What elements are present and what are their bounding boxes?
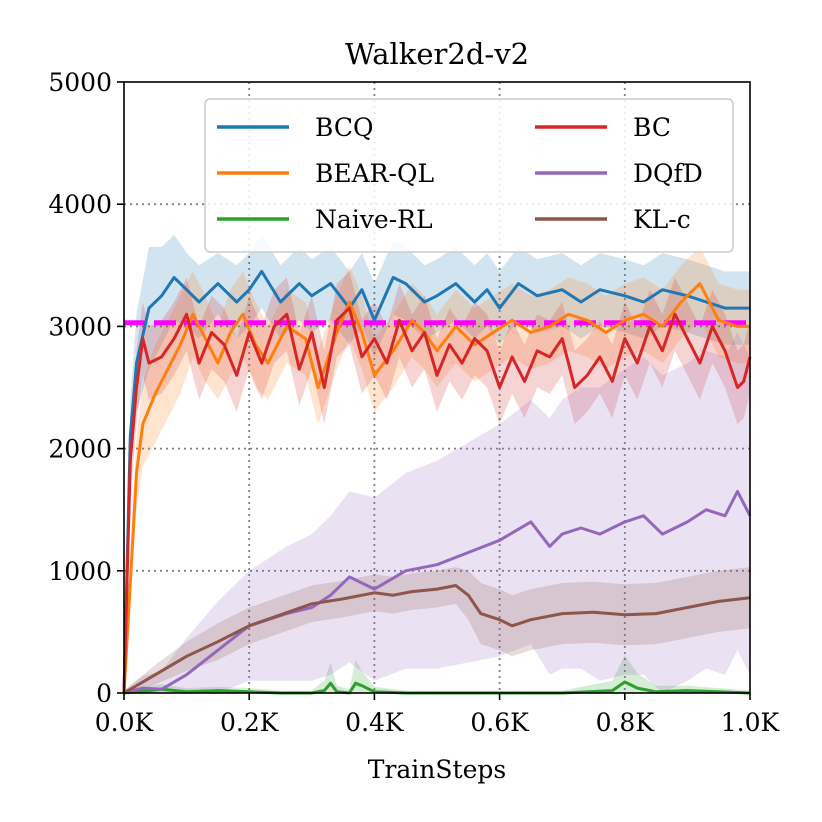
x-tick-label-1: 0.2K bbox=[220, 708, 280, 737]
x-axis-title: TrainSteps bbox=[368, 755, 506, 784]
x-tick-label-2: 0.4K bbox=[345, 708, 405, 737]
band-kl-c bbox=[124, 567, 750, 693]
y-tick-label-4: 4000 bbox=[48, 190, 112, 219]
legend-label-bear-ql: BEAR-QL bbox=[315, 159, 434, 188]
legend-label-dqfd: DQfD bbox=[633, 159, 703, 188]
series-lines bbox=[122, 269, 752, 695]
series-line-bc bbox=[122, 306, 752, 694]
y-tick-label-3: 3000 bbox=[48, 312, 112, 341]
legend-label-bcq: BCQ bbox=[315, 113, 373, 142]
band-bear-ql bbox=[124, 247, 750, 693]
confidence-bands bbox=[124, 234, 750, 694]
x-tick-label-4: 0.8K bbox=[596, 708, 656, 737]
band-dqfd bbox=[124, 332, 750, 693]
legend-label-kl-c: KL-c bbox=[633, 205, 691, 234]
band-bc bbox=[124, 271, 750, 693]
legend-label-naive-rl: Naive-RL bbox=[315, 205, 433, 234]
x-tick-label-0: 0.0K bbox=[95, 708, 155, 737]
series-line-dqfd bbox=[123, 489, 752, 695]
x-tick-label-5: 1.0K bbox=[721, 708, 781, 737]
legend: BCQ BEAR-QL Naive-RL BC DQfD KL-c bbox=[204, 98, 734, 253]
x-axis: 0.0K 0.2K 0.4K 0.6K 0.8K 1.0K bbox=[95, 693, 781, 737]
y-axis: 0 1000 2000 3000 4000 5000 bbox=[48, 68, 124, 708]
series-line-bear-ql bbox=[122, 282, 750, 694]
band-bcq bbox=[124, 234, 750, 694]
chart-title: Walker2d-v2 bbox=[345, 37, 529, 71]
legend-label-bc: BC bbox=[633, 113, 671, 142]
y-tick-label-5: 5000 bbox=[48, 68, 112, 97]
series-line-bcq bbox=[122, 269, 750, 694]
plot-frame bbox=[123, 81, 751, 694]
y-tick-label-0: 0 bbox=[96, 679, 112, 708]
y-tick-label-1: 1000 bbox=[48, 557, 112, 586]
y-tick-label-2: 2000 bbox=[48, 435, 112, 464]
series-line-kl-c bbox=[123, 584, 751, 695]
series-line-naive-rl bbox=[123, 680, 751, 695]
x-tick-label-3: 0.6K bbox=[470, 708, 530, 737]
legend-box bbox=[204, 98, 734, 253]
